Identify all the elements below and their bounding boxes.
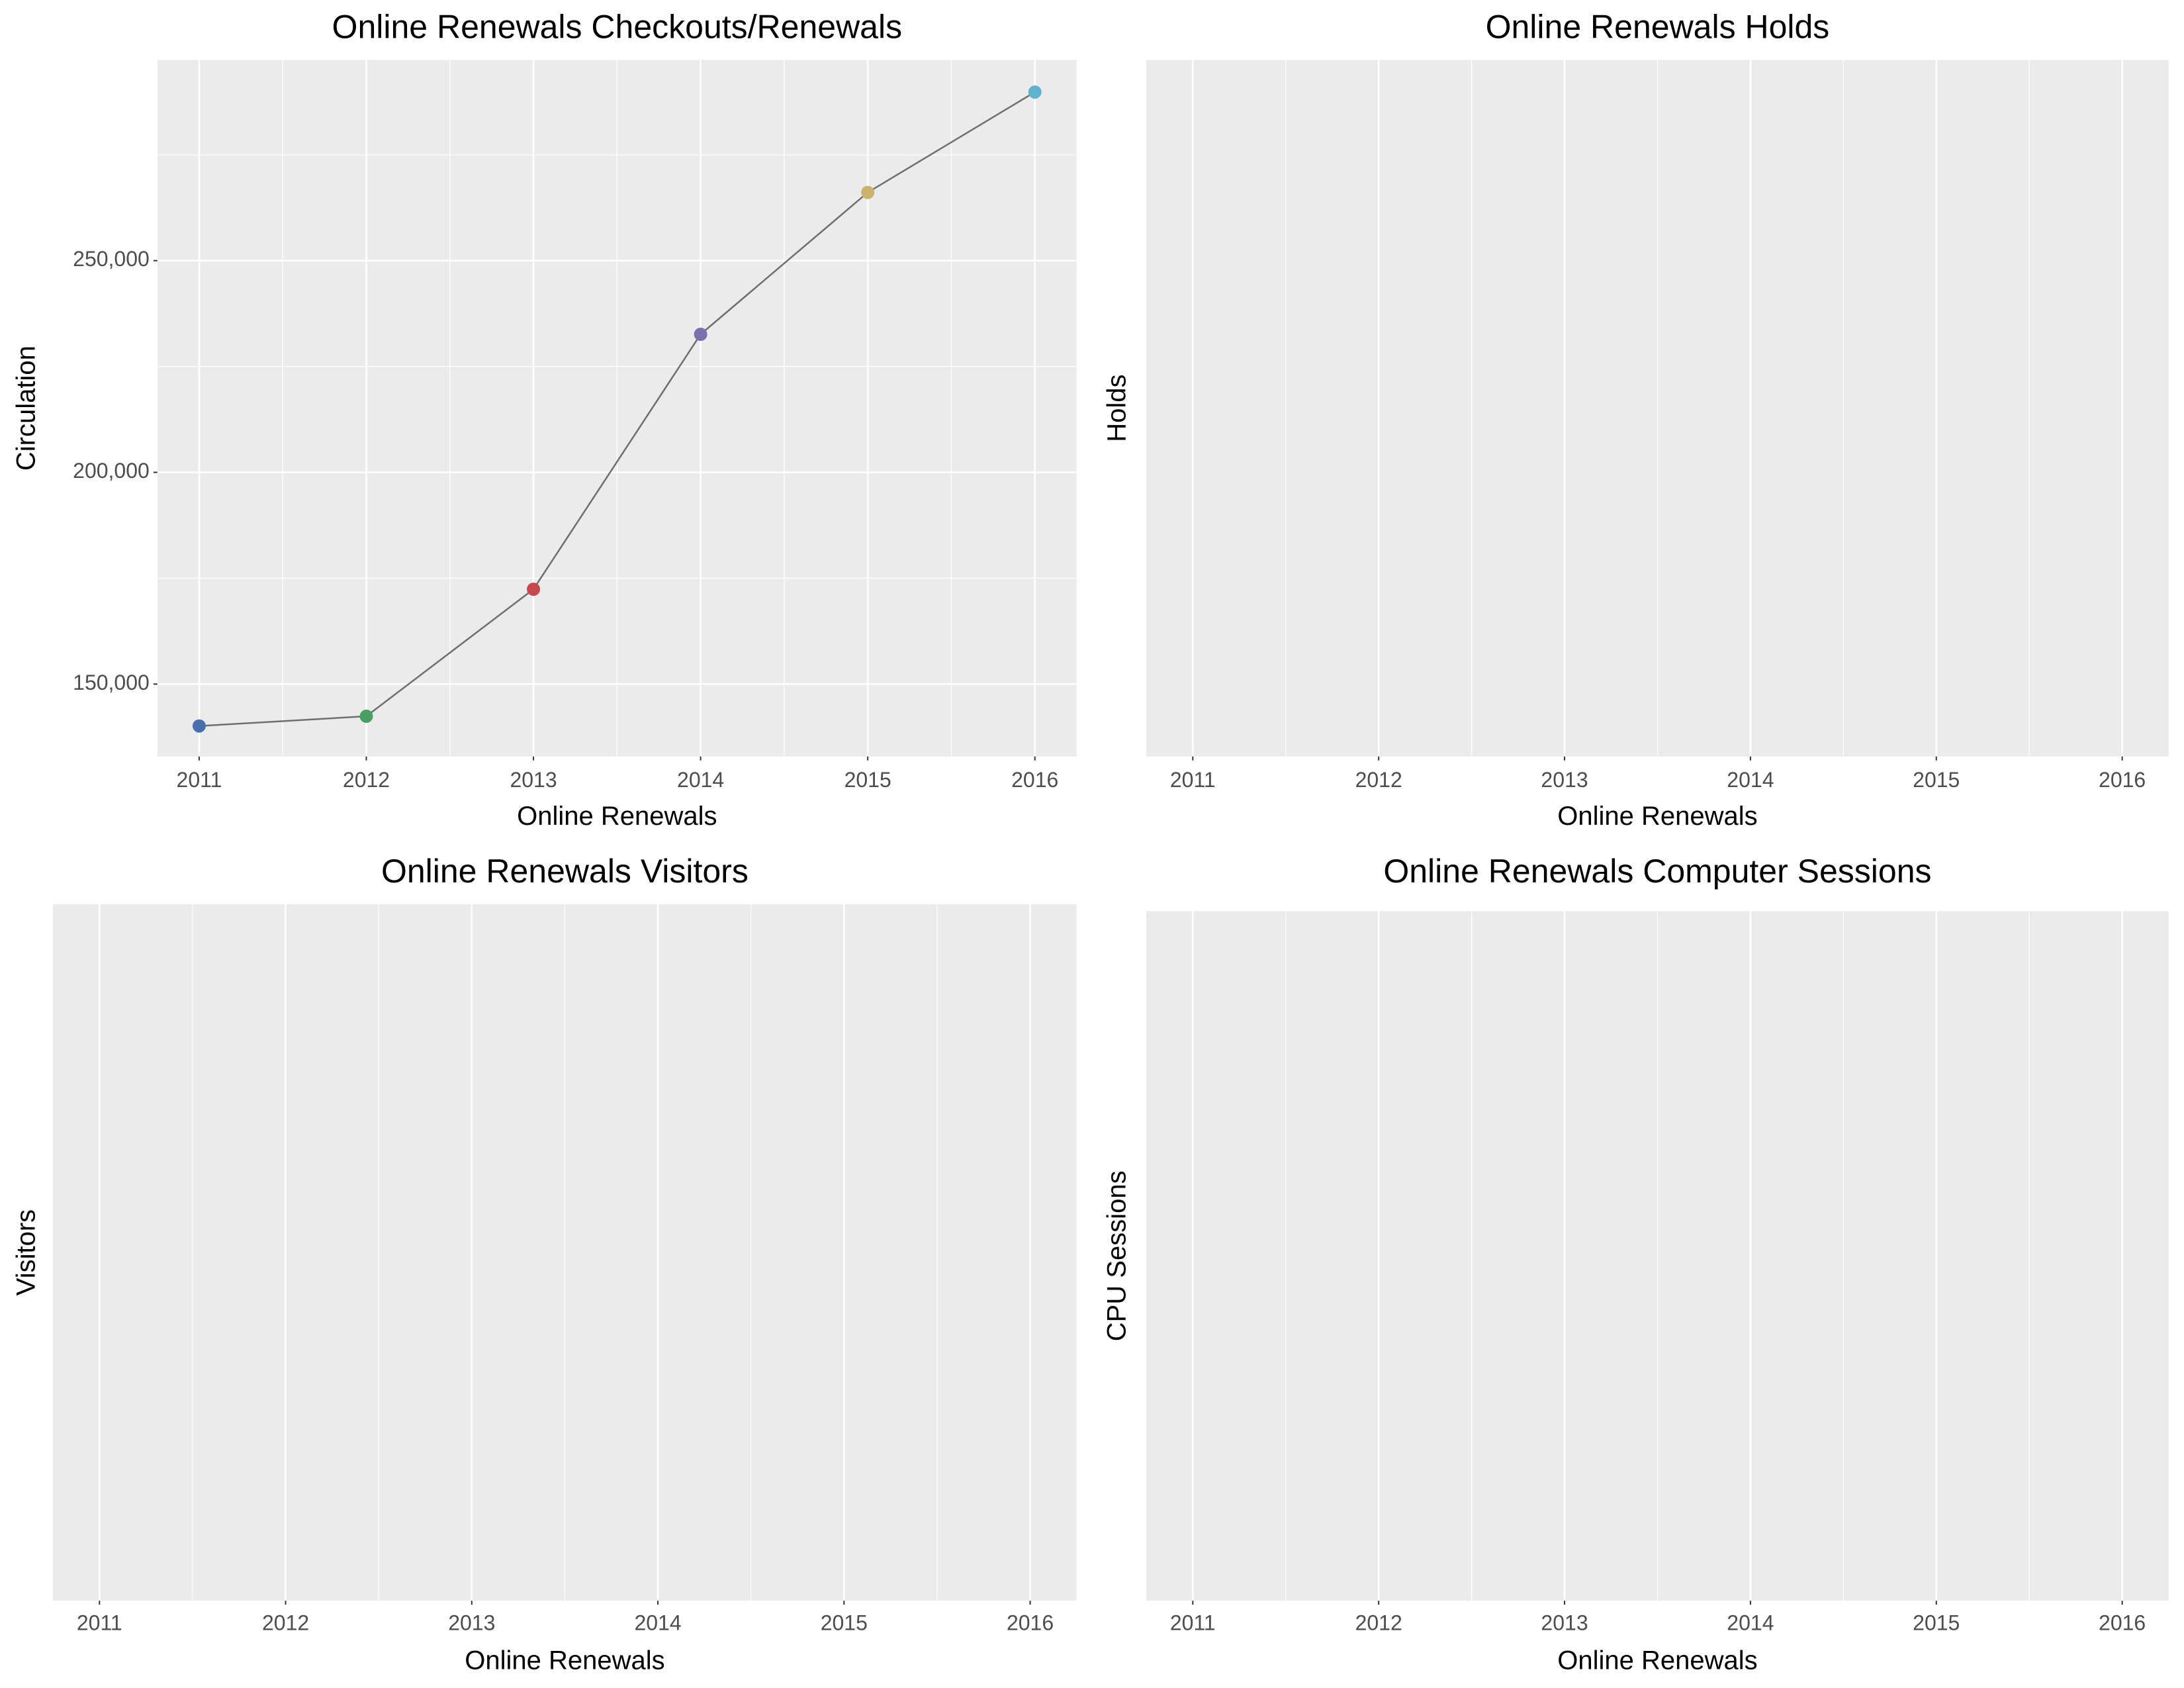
x-tick-label: 2015 — [821, 1611, 868, 1634]
y-axis-label: Visitors — [12, 1209, 41, 1295]
x-tick-label: 2016 — [1011, 768, 1058, 792]
y-axis-label: CPU Sessions — [1103, 1170, 1132, 1341]
x-axis-label: Online Renewals — [1557, 1646, 1757, 1675]
data-point — [359, 710, 373, 724]
x-tick-label: 2011 — [177, 768, 222, 792]
x-tick-label: 2013 — [1541, 1611, 1588, 1634]
y-tick-label: 250,000 — [73, 247, 150, 271]
x-tick-label: 2015 — [1913, 1611, 1960, 1634]
data-point — [694, 328, 707, 342]
panel: 2011 2012 2013 2014 2015 2016 Online Renewals … — [1103, 8, 2169, 831]
x-tick-label: 2016 — [2099, 1611, 2146, 1634]
x-tick-label: 2011 — [1170, 768, 1216, 792]
data-point — [192, 719, 206, 733]
panel: 2011 2012 2013 2014 2015 2016 Online Renewals … — [12, 853, 1077, 1675]
x-tick-label: 2015 — [1913, 768, 1960, 792]
data-point — [861, 185, 875, 199]
panel-title: Online Renewals Visitors — [381, 853, 749, 890]
x-tick-label: 2013 — [510, 768, 557, 792]
x-tick-label: 2011 — [1170, 1611, 1216, 1634]
y-axis-label: Holds — [1103, 375, 1132, 442]
x-tick-label: 2013 — [448, 1611, 495, 1634]
data-point — [527, 583, 541, 596]
y-axis-label: Circulation — [12, 346, 41, 471]
data-line — [199, 91, 1036, 727]
y-tick-label: 150,000 — [73, 671, 150, 694]
x-axis-label: Online Renewals — [465, 1646, 664, 1675]
x-tick-label: 2014 — [677, 768, 724, 792]
x-tick-label: 2014 — [634, 1611, 681, 1634]
x-tick-label: 2012 — [1355, 1611, 1402, 1634]
x-tick-label: 2012 — [262, 1611, 309, 1634]
x-tick-label: 2011 — [77, 1611, 122, 1634]
x-tick-label: 2016 — [1007, 1611, 1054, 1634]
x-tick-label: 2016 — [2099, 768, 2146, 792]
x-tick-label: 2014 — [1727, 768, 1774, 792]
x-tick-label: 2015 — [844, 768, 891, 792]
panel: 2011 2012 2013 2014 2015 2016 150,000 200,000 25… — [12, 8, 1077, 831]
x-axis-label: Online Renewals — [1557, 802, 1757, 831]
panel-title: Online Renewals Holds — [1486, 8, 1830, 45]
y-tick-label: 200,000 — [73, 459, 150, 483]
panel-title: Online Renewals Computer Sessions — [1383, 853, 1931, 890]
panel: 2011 2012 2013 2014 2015 2016 Online Renewals … — [1103, 853, 2169, 1675]
panel-title: Online Renewals Checkouts/Renewals — [332, 8, 903, 45]
data-point — [1028, 85, 1042, 99]
x-tick-label: 2012 — [1355, 768, 1402, 792]
x-tick-label: 2013 — [1541, 768, 1588, 792]
x-tick-label: 2014 — [1727, 1611, 1774, 1634]
x-axis-label: Online Renewals — [517, 802, 717, 831]
x-tick-label: 2012 — [343, 768, 390, 792]
